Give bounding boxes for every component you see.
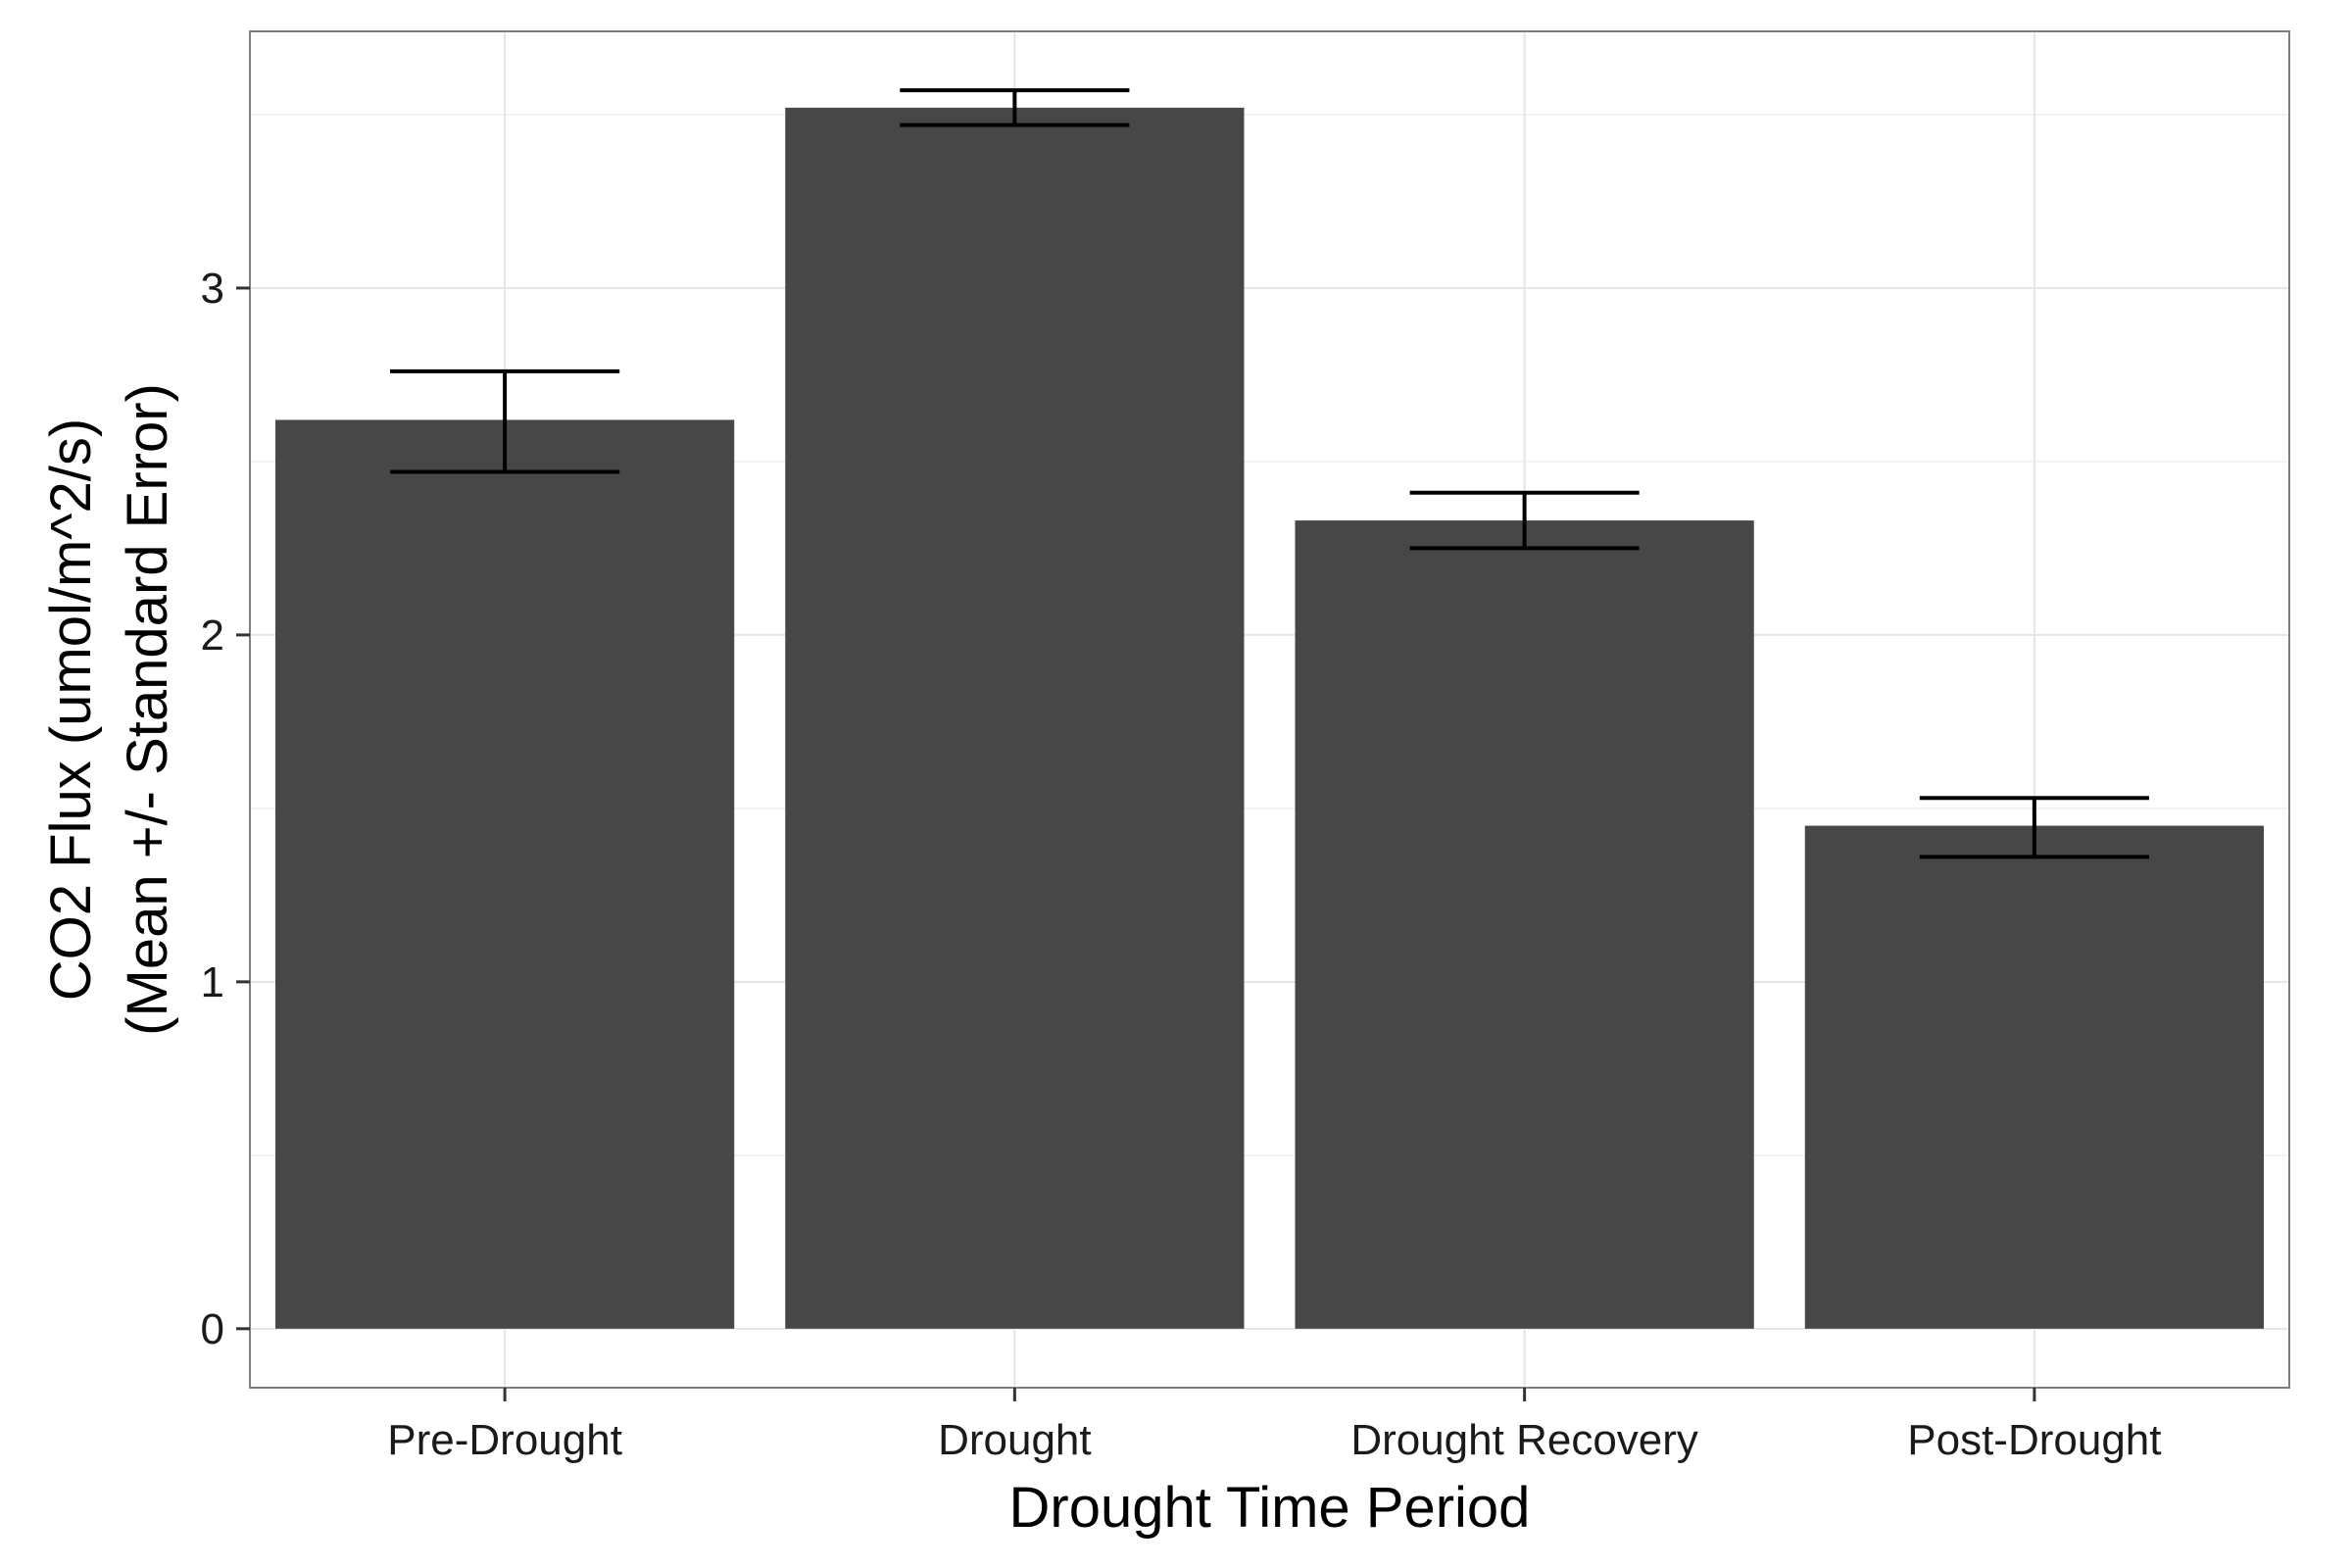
y-axis: 0 1 2 3 bbox=[201, 265, 250, 1353]
error-bar bbox=[900, 88, 1130, 127]
bar bbox=[785, 107, 1245, 1329]
y-tick-label: 0 bbox=[201, 1305, 224, 1353]
x-axis-title: Drought Time Period bbox=[1009, 1476, 1531, 1540]
y-axis-title: CO2 Flux (umol/m^2/s) (Mean +/- Standard… bbox=[39, 383, 179, 1036]
error-bars bbox=[390, 88, 2149, 859]
bars bbox=[275, 107, 2264, 1329]
x-tick-label: Pre-Drought bbox=[387, 1416, 622, 1464]
y-axis-title-line-2: (Mean +/- Standard Error) bbox=[116, 383, 179, 1036]
panel-border bbox=[249, 30, 2290, 1389]
x-axis: Pre-Drought Drought Drought Recovery Post-D… bbox=[387, 1388, 2161, 1464]
x-tick-label: Drought Recovery bbox=[1350, 1416, 1698, 1464]
y-tick-label: 3 bbox=[201, 265, 224, 313]
bar bbox=[1804, 825, 2264, 1329]
bar bbox=[275, 419, 735, 1329]
y-tick-label: 2 bbox=[201, 612, 224, 660]
error-bar bbox=[390, 368, 620, 474]
y-tick-label: 1 bbox=[201, 958, 224, 1006]
x-tick-label: Drought bbox=[938, 1416, 1092, 1464]
y-axis-title-line-1: CO2 Flux (umol/m^2/s) bbox=[39, 418, 103, 1001]
error-bar bbox=[1919, 796, 2149, 859]
x-tick-label: Post-Drought bbox=[1907, 1416, 2161, 1464]
bar bbox=[1295, 520, 1754, 1329]
error-bar bbox=[1409, 490, 1640, 551]
